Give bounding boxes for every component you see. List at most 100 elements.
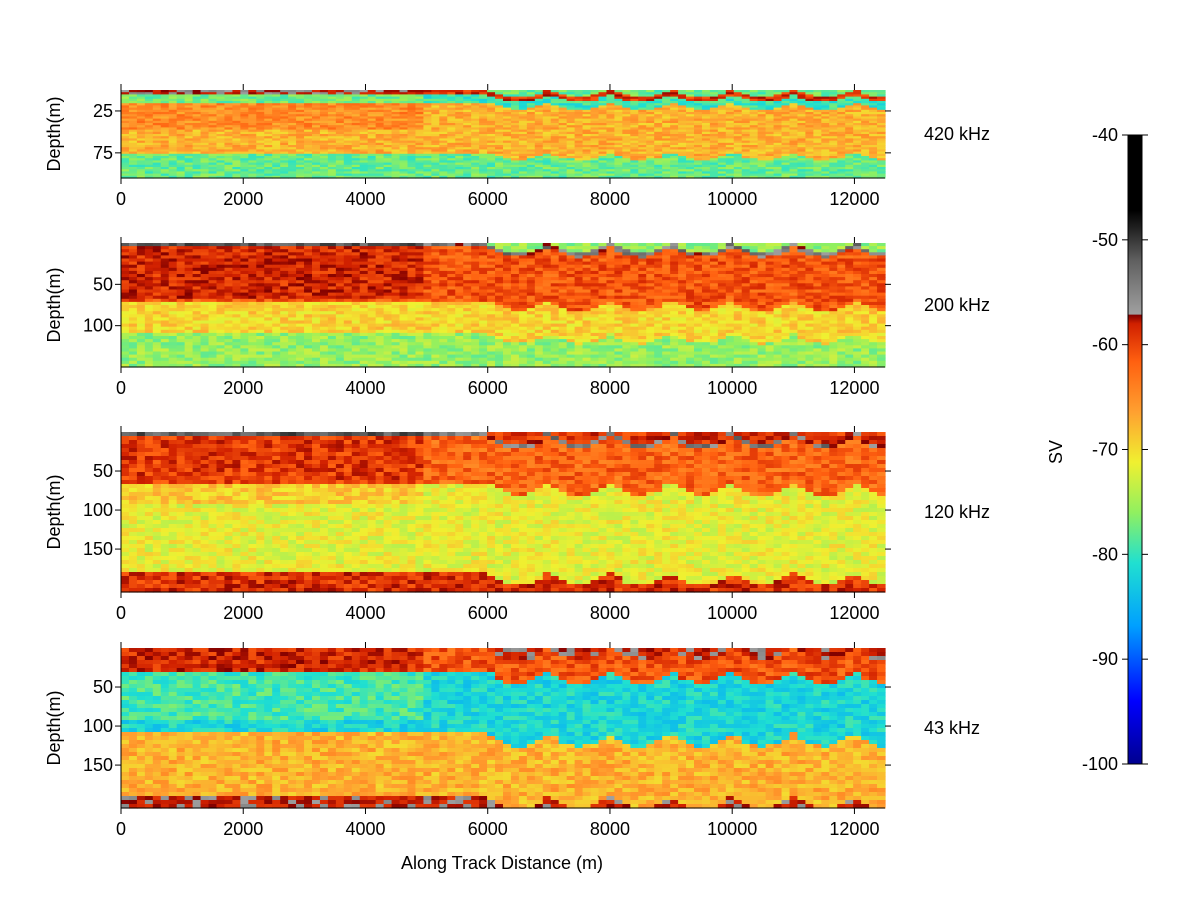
heatmap-cell [471, 145, 480, 148]
heatmap-cell [136, 171, 146, 175]
heatmap-cell [319, 162, 329, 166]
heatmap-cell [503, 153, 512, 157]
heatmap-cell [423, 96, 432, 100]
heatmap-cell [510, 105, 520, 109]
heatmap-cell [296, 175, 305, 179]
heatmap-cell [280, 167, 289, 170]
heatmap-cell [383, 149, 393, 153]
heatmap-cell [232, 114, 241, 117]
heatmap-cell [510, 118, 520, 122]
heatmap-cell [240, 112, 249, 115]
heatmap-cell [335, 167, 345, 170]
heatmap-cell [128, 112, 138, 115]
heatmap-cell [343, 101, 353, 104]
heatmap-cell [463, 158, 472, 161]
heatmap-cell [495, 175, 504, 179]
heatmap-cell [288, 171, 297, 175]
heatmap-cell [455, 92, 464, 95]
heatmap-cell [184, 94, 194, 98]
heatmap-cell [272, 160, 281, 164]
heatmap-cell [184, 138, 194, 142]
heatmap-cell [136, 162, 146, 166]
heatmap-cell [136, 149, 146, 153]
heatmap-cell [367, 167, 377, 170]
heatmap-cell [319, 96, 329, 100]
heatmap-cell [510, 171, 520, 175]
heatmap-cell [351, 149, 361, 153]
heatmap-cell [240, 164, 249, 168]
heatmap-cell [471, 134, 480, 137]
heatmap-cell [463, 160, 472, 164]
heatmap-cell [367, 118, 377, 122]
heatmap-cell [471, 114, 480, 117]
heatmap-cell [184, 153, 194, 157]
heatmap-cell [208, 171, 218, 175]
heatmap-cell [312, 145, 321, 148]
heatmap-cell [335, 112, 345, 115]
heatmap-cell [526, 151, 536, 155]
heatmap-cell [248, 98, 257, 102]
heatmap-cell [335, 153, 345, 157]
heatmap-cell [280, 158, 289, 161]
x-tick-label: 8000 [590, 189, 630, 209]
heatmap-cell [216, 136, 226, 139]
heatmap-cell [487, 149, 496, 153]
heatmap-cell [160, 149, 170, 153]
heatmap-cell [510, 138, 520, 142]
heatmap-cell [144, 153, 154, 157]
heatmap-cell [176, 145, 186, 148]
heatmap-cell [479, 173, 488, 177]
heatmap-cell [168, 127, 178, 131]
heatmap-cell [232, 96, 241, 100]
heatmap-cell [160, 175, 170, 179]
heatmap-cell [121, 134, 130, 137]
heatmap-cell [224, 105, 234, 109]
heatmap-cell [526, 107, 536, 111]
heatmap-cell [256, 162, 265, 166]
heatmap-cell [423, 142, 432, 146]
heatmap-cell [208, 149, 218, 153]
heatmap-cell [351, 109, 361, 113]
heatmap-cell [399, 90, 409, 93]
heatmap-cell [526, 142, 536, 146]
heatmap-cell [407, 103, 417, 106]
heatmap-cell [455, 114, 464, 117]
heatmap-cell [304, 116, 313, 120]
heatmap-cell [327, 101, 337, 104]
heatmap-cell [534, 94, 544, 98]
heatmap-cell [487, 94, 496, 98]
heatmap-cell [121, 120, 130, 124]
heatmap-cell [359, 167, 369, 170]
heatmap-cell [327, 107, 337, 111]
heatmap-cell [399, 140, 409, 144]
heatmap-cell [312, 107, 321, 111]
heatmap-cell [288, 118, 297, 122]
heatmap-cell [240, 109, 249, 113]
heatmap-cell [152, 125, 162, 128]
heatmap-cell [495, 158, 504, 161]
heatmap-cell [335, 116, 345, 120]
heatmap-cell [383, 127, 393, 131]
heatmap-cell [304, 149, 313, 153]
heatmap-cell [208, 169, 218, 172]
heatmap-cell [184, 149, 194, 153]
heatmap-cell [343, 120, 353, 124]
heatmap-cell [518, 138, 528, 142]
heatmap-cell [296, 167, 305, 170]
heatmap-cell [256, 123, 265, 126]
heatmap-cell [176, 167, 186, 170]
heatmap-cell [319, 90, 329, 93]
heatmap-cell [415, 98, 425, 102]
heatmap-cell [256, 138, 265, 142]
heatmap-cell [526, 147, 536, 150]
heatmap-cell [335, 138, 345, 142]
heatmap-cell [264, 105, 273, 109]
heatmap-cell [439, 142, 448, 146]
heatmap-cell [121, 123, 130, 126]
heatmap-cell [431, 167, 440, 170]
heatmap-cell [463, 131, 472, 135]
heatmap-cell [208, 167, 218, 170]
heatmap-cell [136, 131, 146, 135]
heatmap-cell [471, 162, 480, 166]
heatmap-cell [168, 116, 178, 120]
